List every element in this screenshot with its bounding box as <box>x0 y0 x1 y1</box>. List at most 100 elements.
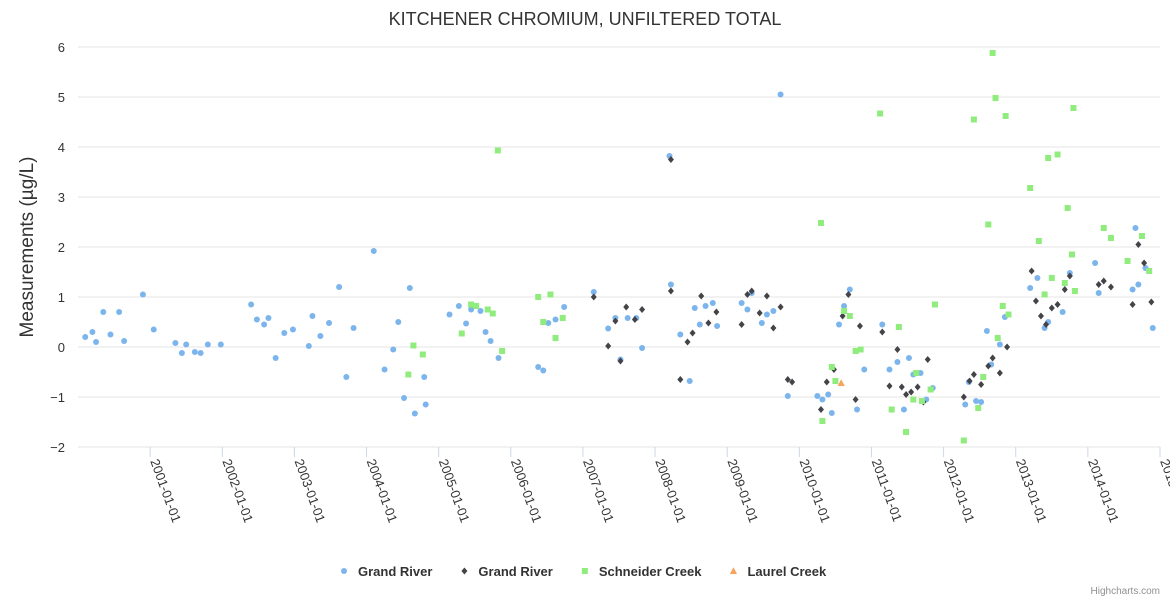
data-point[interactable] <box>1054 151 1061 158</box>
data-point[interactable] <box>677 376 684 383</box>
data-point[interactable] <box>966 377 973 385</box>
data-point[interactable] <box>1066 272 1073 280</box>
data-point[interactable] <box>1149 325 1156 331</box>
data-point[interactable] <box>789 378 796 386</box>
data-point[interactable] <box>590 293 597 301</box>
data-point[interactable] <box>370 248 377 254</box>
credits-link[interactable]: Highcharts.com <box>1091 586 1160 597</box>
data-point[interactable] <box>350 325 357 331</box>
data-point[interactable] <box>667 156 674 163</box>
data-point[interactable] <box>856 322 863 330</box>
data-point[interactable] <box>770 324 777 332</box>
data-point[interactable] <box>978 399 985 405</box>
data-point[interactable] <box>983 328 990 334</box>
legend-item[interactable]: Schneider Creek <box>581 564 702 579</box>
data-point[interactable] <box>837 379 845 386</box>
data-point[interactable] <box>1141 259 1148 267</box>
data-point[interactable] <box>605 325 612 332</box>
data-point[interactable] <box>178 350 185 356</box>
data-point[interactable] <box>913 370 920 376</box>
data-point[interactable] <box>1071 288 1078 294</box>
data-point[interactable] <box>494 147 501 154</box>
data-point[interactable] <box>744 306 751 313</box>
data-point[interactable] <box>309 313 316 319</box>
data-point[interactable] <box>689 329 696 337</box>
data-point[interactable] <box>770 308 777 314</box>
data-point[interactable] <box>705 319 712 327</box>
data-point[interactable] <box>877 110 884 117</box>
data-point[interactable] <box>898 383 905 391</box>
data-point[interactable] <box>677 331 684 338</box>
data-point[interactable] <box>1041 291 1048 298</box>
data-point[interactable] <box>617 357 624 365</box>
data-point[interactable] <box>828 410 835 416</box>
data-point[interactable] <box>975 405 982 411</box>
data-point[interactable] <box>667 287 674 295</box>
data-point[interactable] <box>985 362 992 370</box>
data-point[interactable] <box>150 326 157 333</box>
data-point[interactable] <box>559 315 566 321</box>
data-point[interactable] <box>1100 225 1107 231</box>
data-point[interactable] <box>639 306 646 313</box>
data-point[interactable] <box>605 342 612 350</box>
data-point[interactable] <box>758 320 765 326</box>
legend-label[interactable]: Schneider Creek <box>599 564 702 579</box>
data-point[interactable] <box>817 406 824 413</box>
data-point[interactable] <box>702 303 709 309</box>
data-point[interactable] <box>552 335 559 341</box>
data-point[interactable] <box>1107 235 1114 241</box>
data-point[interactable] <box>910 396 917 403</box>
data-point[interactable] <box>980 374 987 380</box>
data-point[interactable] <box>289 326 296 333</box>
data-point[interactable] <box>612 317 619 325</box>
legend-item[interactable]: Laurel Creek <box>729 564 827 579</box>
data-point[interactable] <box>817 220 824 226</box>
data-point[interactable] <box>978 381 985 388</box>
data-point[interactable] <box>905 355 912 361</box>
data-point[interactable] <box>484 306 491 313</box>
data-point[interactable] <box>973 398 980 404</box>
data-point[interactable] <box>535 364 542 370</box>
data-point[interactable] <box>1107 283 1114 291</box>
data-point[interactable] <box>1048 304 1055 312</box>
legend-label[interactable]: Grand River <box>478 564 552 579</box>
data-point[interactable] <box>861 366 868 373</box>
data-point[interactable] <box>888 406 895 413</box>
data-point[interactable] <box>489 310 496 317</box>
data-point[interactable] <box>204 341 211 348</box>
data-point[interactable] <box>1037 312 1044 320</box>
data-point[interactable] <box>1032 297 1039 305</box>
data-point[interactable] <box>999 303 1006 309</box>
data-point[interactable] <box>738 300 745 306</box>
data-point[interactable] <box>1059 309 1066 315</box>
data-point[interactable] <box>886 366 893 373</box>
data-point[interactable] <box>547 291 554 298</box>
data-point[interactable] <box>446 311 453 318</box>
data-point[interactable] <box>1061 286 1068 293</box>
data-point[interactable] <box>992 95 999 101</box>
data-point[interactable] <box>1061 280 1068 286</box>
data-point[interactable] <box>411 410 418 417</box>
data-point[interactable] <box>996 369 1003 377</box>
data-point[interactable] <box>841 308 848 314</box>
data-point[interactable] <box>879 328 886 336</box>
data-point[interactable] <box>931 301 938 308</box>
data-point[interactable] <box>667 281 674 288</box>
data-point[interactable] <box>1129 286 1136 293</box>
data-point[interactable] <box>487 338 494 344</box>
data-point[interactable] <box>1004 343 1011 351</box>
data-point[interactable] <box>1135 281 1142 288</box>
data-point[interactable] <box>419 351 426 358</box>
data-point[interactable] <box>473 303 480 309</box>
data-point[interactable] <box>422 401 429 408</box>
data-point[interactable] <box>1028 267 1035 275</box>
data-point[interactable] <box>845 291 852 298</box>
data-point[interactable] <box>139 291 146 298</box>
data-point[interactable] <box>1092 260 1099 266</box>
data-point[interactable] <box>405 371 412 378</box>
data-point[interactable] <box>1129 301 1136 308</box>
data-point[interactable] <box>272 355 279 361</box>
data-point[interactable] <box>989 50 996 56</box>
data-point[interactable] <box>841 303 848 309</box>
data-point[interactable] <box>825 391 832 398</box>
